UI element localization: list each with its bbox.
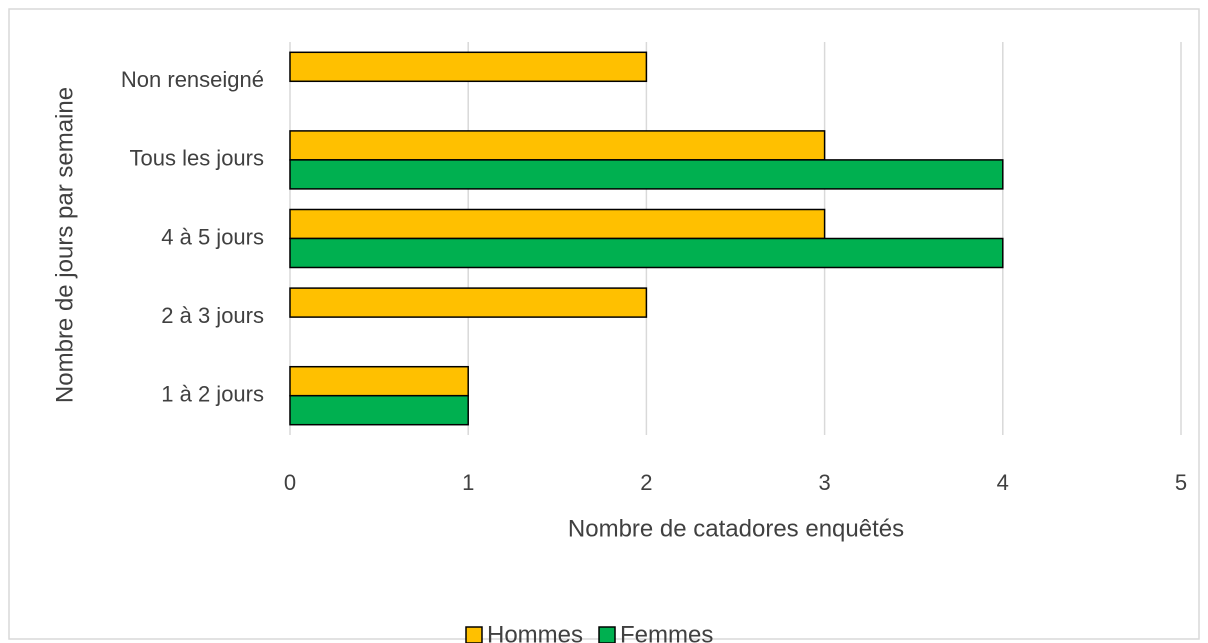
bar [289,394,469,426]
bar [289,208,826,240]
x-tick-label: 3 [818,470,830,495]
bar [289,365,469,397]
x-tick-label: 1 [462,470,474,495]
chart-border [8,8,1200,640]
bar [289,287,648,318]
x-axis-title: Nombre de catadores enquêtés [568,515,904,542]
y-tick-label: Tous les jours [129,146,264,171]
y-tick-label: 2 à 3 jours [161,303,264,328]
x-tick-label: 5 [1175,470,1187,495]
y-tick-label: Non renseigné [121,67,264,92]
bar [289,130,826,161]
legend-swatch [598,626,616,643]
bar [289,159,1004,190]
y-tick-label: 1 à 2 jours [161,382,264,407]
y-tick-label: 4 à 5 jours [161,224,264,249]
legend-label: Hommes [487,621,583,643]
legend-swatch [465,626,483,643]
bar [289,237,1004,269]
x-tick-label: 4 [997,470,1009,495]
y-axis-title: Nombre de jours par semaine [51,87,78,403]
legend-label: Femmes [620,621,713,643]
x-tick-label: 2 [640,470,652,495]
bar [289,51,648,83]
x-tick-label: 0 [284,470,296,495]
